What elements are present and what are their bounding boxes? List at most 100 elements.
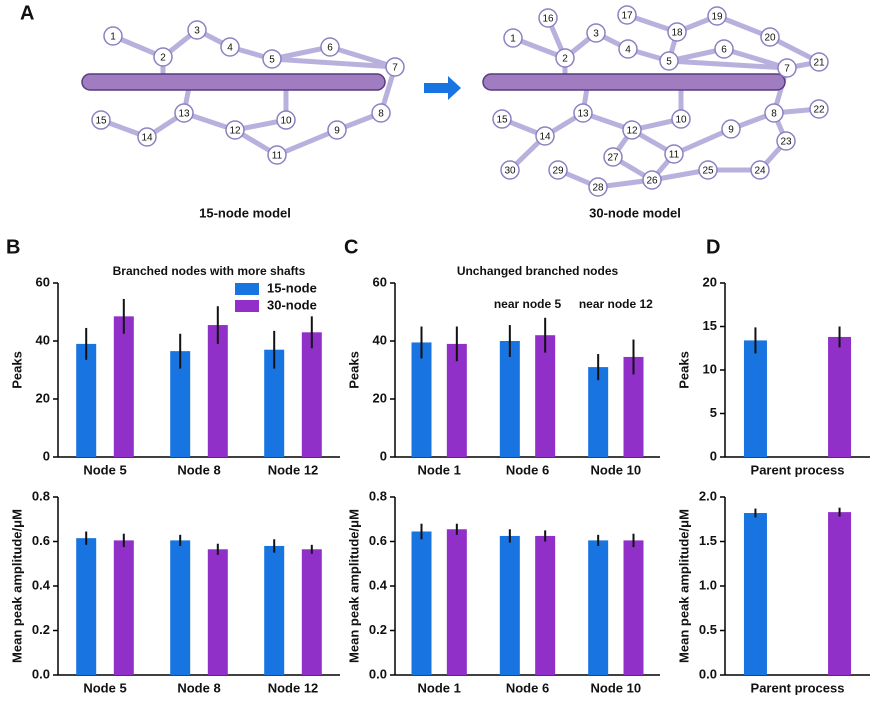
branch xyxy=(668,58,788,71)
model-caption: 15-node model xyxy=(199,205,291,220)
y-tick-label: 0.8 xyxy=(32,488,50,503)
y-tick-label: 1.0 xyxy=(699,577,717,592)
node-label: 14 xyxy=(141,133,153,144)
y-axis-label: Mean peak amplitude/μM xyxy=(676,509,691,663)
node-label: 27 xyxy=(607,153,619,164)
node-label: 19 xyxy=(711,12,723,23)
y-tick-label: 1.5 xyxy=(699,533,717,548)
y-tick-label: 20 xyxy=(703,274,717,289)
node-label: 28 xyxy=(592,183,604,194)
node-label: 13 xyxy=(178,109,190,120)
node-label: 15 xyxy=(496,115,508,126)
y-tick-label: 40 xyxy=(373,332,387,347)
panel-label: A xyxy=(20,2,34,24)
bar xyxy=(411,342,432,457)
node-label: 1 xyxy=(510,34,516,45)
y-tick-label: 60 xyxy=(36,274,50,289)
node-label: 16 xyxy=(542,14,554,25)
branch xyxy=(723,46,788,71)
annotation: near node 5 xyxy=(494,297,562,311)
node xyxy=(714,39,734,59)
bar xyxy=(207,549,228,675)
y-tick-label: 0.6 xyxy=(369,533,387,548)
y-tick-label: 10 xyxy=(703,361,717,376)
y-tick-label: 40 xyxy=(36,332,50,347)
node-label: 12 xyxy=(626,126,638,137)
node-label: 8 xyxy=(771,109,777,120)
y-tick-label: 20 xyxy=(373,390,387,405)
node-label: 11 xyxy=(272,151,283,162)
x-tick-label: Node 12 xyxy=(268,680,319,695)
bar xyxy=(76,538,97,675)
node xyxy=(667,22,687,42)
node xyxy=(385,57,405,77)
node xyxy=(573,103,593,123)
node-label: 25 xyxy=(702,166,714,177)
y-tick-label: 0 xyxy=(43,448,50,463)
x-tick-label: Node 5 xyxy=(83,462,126,477)
node-label: 12 xyxy=(229,126,241,137)
node xyxy=(622,120,642,140)
parent-process xyxy=(81,73,386,91)
legend-label: 15-node xyxy=(267,280,317,295)
node xyxy=(618,39,638,59)
x-tick-label: Node 1 xyxy=(417,680,460,695)
x-tick-label: Node 8 xyxy=(177,462,220,477)
node-label: 17 xyxy=(621,11,633,22)
node xyxy=(588,177,608,197)
legend-swatch xyxy=(235,300,259,312)
legend-swatch xyxy=(235,283,259,295)
branch xyxy=(672,126,733,157)
node xyxy=(91,110,111,130)
y-axis-label: Peaks xyxy=(676,351,691,389)
bar xyxy=(170,540,191,675)
node-label: 21 xyxy=(813,58,825,69)
node-label: 1 xyxy=(110,32,116,43)
x-tick-label: Node 10 xyxy=(591,462,642,477)
node xyxy=(760,27,780,47)
bar xyxy=(170,351,191,457)
bar xyxy=(828,336,852,457)
bar xyxy=(76,343,97,457)
x-tick-label: Node 8 xyxy=(177,680,220,695)
node xyxy=(809,52,829,72)
y-tick-label: 0.0 xyxy=(32,666,50,681)
node xyxy=(153,47,173,67)
y-tick-label: 5 xyxy=(710,405,717,420)
node-label: 3 xyxy=(194,26,200,37)
node xyxy=(642,170,662,190)
y-tick-label: 0.4 xyxy=(369,577,388,592)
x-tick-label: Node 10 xyxy=(591,680,642,695)
node-label: 20 xyxy=(764,33,776,44)
bar xyxy=(535,535,556,675)
y-tick-label: 0.0 xyxy=(369,666,387,681)
node-label: 9 xyxy=(334,126,340,137)
node xyxy=(777,58,797,78)
bar xyxy=(743,340,767,457)
node-label: 11 xyxy=(669,150,680,161)
node xyxy=(371,103,391,123)
node-label: 10 xyxy=(675,115,687,126)
y-tick-label: 0.8 xyxy=(369,488,387,503)
y-tick-label: 2.0 xyxy=(699,488,717,503)
node xyxy=(174,103,194,123)
node xyxy=(586,23,606,43)
bar xyxy=(828,512,852,675)
annotation: near node 12 xyxy=(579,297,653,311)
bar xyxy=(113,540,134,675)
node xyxy=(535,126,555,146)
bar xyxy=(588,540,609,675)
node xyxy=(603,147,623,167)
node xyxy=(500,160,520,180)
bar xyxy=(301,332,322,457)
x-tick-label: Node 6 xyxy=(506,680,549,695)
y-axis-label: Mean peak amplitude/μM xyxy=(346,509,361,663)
node xyxy=(809,99,829,119)
legend-label: 30-node xyxy=(267,297,317,312)
bar xyxy=(623,540,644,675)
node xyxy=(776,131,796,151)
y-axis-label: Mean peak amplitude/μM xyxy=(9,509,24,663)
node xyxy=(320,37,340,57)
